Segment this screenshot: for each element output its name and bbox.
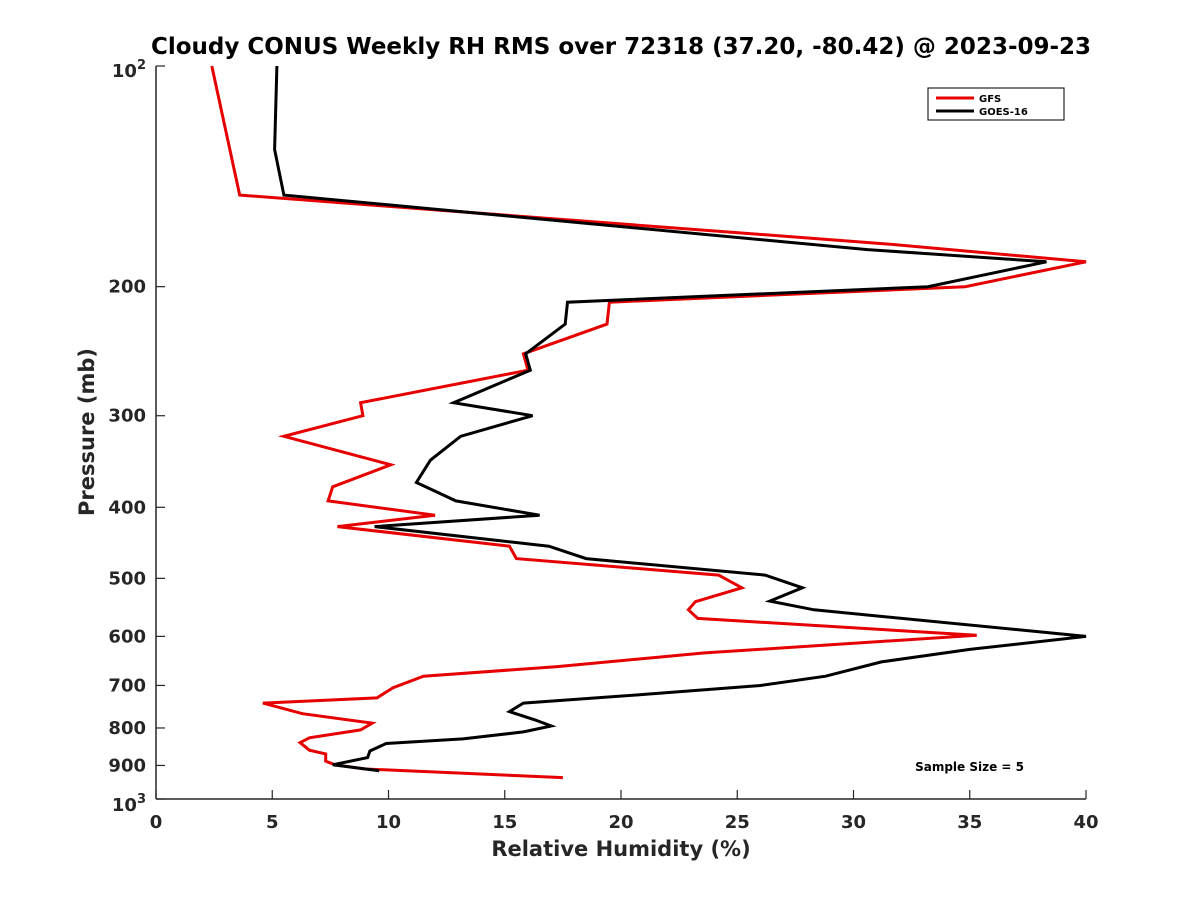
x-tick-label: 25 [725, 812, 750, 833]
x-tick-label: 20 [608, 812, 633, 833]
y-tick-label-bottom: 103 [112, 792, 146, 816]
sample-size-annotation: Sample Size = 5 [915, 760, 1024, 774]
series-line-gfs [210, 65, 1087, 780]
chart-title: Cloudy CONUS Weekly RH RMS over 72318 (3… [151, 34, 1091, 60]
x-tick-label: 0 [150, 812, 163, 833]
x-tick-label: 15 [492, 812, 517, 833]
legend: GFS GOES-16 [927, 87, 1065, 121]
x-axis-label: Relative Humidity (%) [491, 837, 750, 861]
series-line-goes16 [273, 65, 1087, 773]
axis-ticks [155, 65, 1087, 800]
y-tick-label-top: 102 [112, 58, 146, 82]
y-tick-label: 300 [108, 406, 146, 427]
legend-box [927, 87, 1065, 121]
x-tick-label: 40 [1073, 812, 1098, 833]
series-layer [210, 65, 1087, 780]
x-tick-label: 10 [376, 812, 401, 833]
y-tick-label: 900 [108, 755, 146, 776]
y-axis-label: Pressure (mb) [75, 348, 99, 516]
x-tick-label: 35 [957, 812, 982, 833]
x-tick-label: 5 [266, 812, 279, 833]
y-tick-label: 500 [108, 568, 146, 589]
y-tick-label: 400 [108, 497, 146, 518]
x-tick-labels: 0 5 10 15 20 25 30 35 40 [150, 812, 1099, 833]
y-tick-label: 700 [108, 675, 146, 696]
legend-label-gfs: GFS [979, 94, 1001, 105]
y-tick-label: 800 [108, 718, 146, 739]
x-tick-label: 30 [841, 812, 866, 833]
y-tick-label: 600 [108, 626, 146, 647]
y-tick-labels: 200 300 400 500 600 700 800 900 [108, 277, 146, 777]
legend-label-goes16: GOES-16 [979, 107, 1028, 118]
y-end-labels: 102 103 [112, 58, 146, 816]
y-tick-label: 200 [108, 277, 146, 298]
